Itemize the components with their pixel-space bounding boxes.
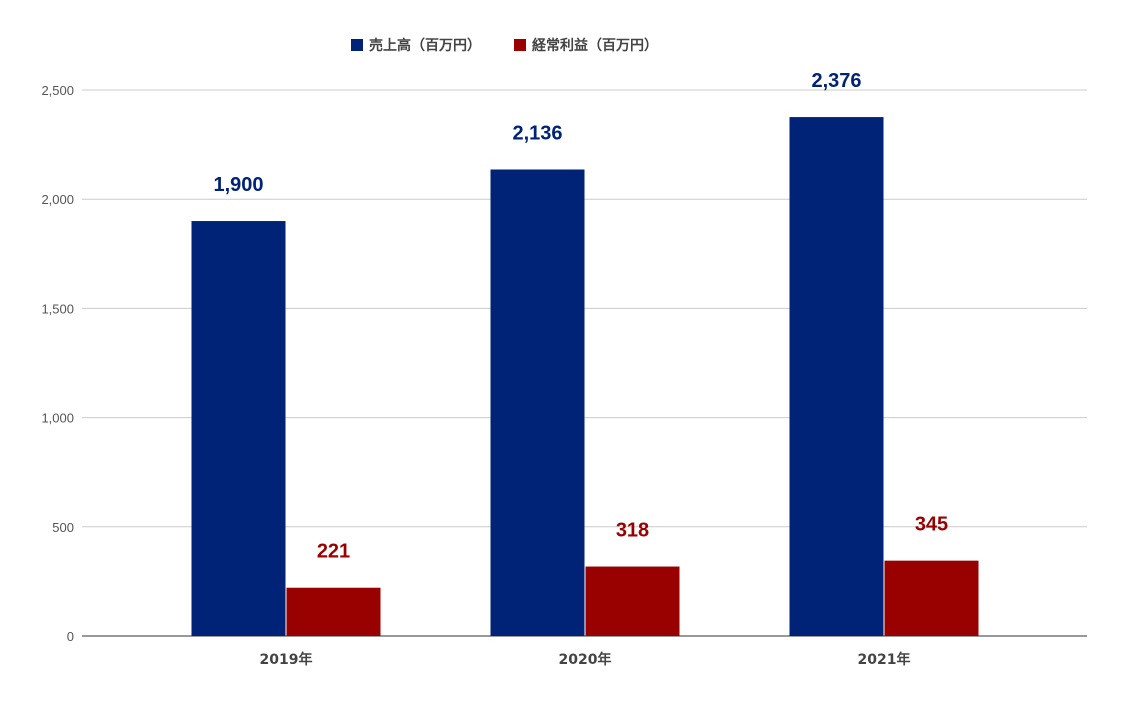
x-tick-label: 2021年 <box>858 651 911 668</box>
legend-label: 経常利益（百万円） <box>532 37 658 54</box>
legend-item[interactable]: 売上高（百万円） <box>351 37 481 54</box>
legend-swatch <box>351 39 363 51</box>
y-tick-label: 500 <box>52 520 74 535</box>
y-tick-label: 2,500 <box>41 83 74 98</box>
data-label: 318 <box>616 520 649 542</box>
data-label: 1,900 <box>213 174 263 196</box>
bar-ordinary-profit <box>884 560 979 636</box>
x-tick-label: 2019年 <box>260 651 313 668</box>
data-labels: 1,900 221 2,136 318 2,376 345 <box>213 70 948 563</box>
data-label: 345 <box>915 514 948 536</box>
bars <box>191 117 979 637</box>
data-label: 2,376 <box>811 70 861 92</box>
bar-ordinary-profit <box>585 566 680 636</box>
bar-sales <box>789 117 884 636</box>
y-tick-label: 2,000 <box>41 192 74 207</box>
bar-sales <box>191 221 286 637</box>
data-label: 2,136 <box>512 122 562 144</box>
legend-item[interactable]: 経常利益（百万円） <box>514 37 658 54</box>
x-tick-label: 2020年 <box>559 651 612 668</box>
data-label: 221 <box>317 541 350 563</box>
legend-swatch <box>514 39 526 51</box>
y-axis-ticks: 0 500 1,000 1,500 2,000 2,500 <box>41 83 74 644</box>
legend[interactable]: 売上高（百万円） 経常利益（百万円） <box>351 37 658 54</box>
legend-label: 売上高（百万円） <box>369 37 481 54</box>
y-tick-label: 1,500 <box>41 301 74 316</box>
bar-ordinary-profit <box>286 587 381 636</box>
bar-sales <box>490 169 585 636</box>
x-axis-ticks: 2019年 2020年 2021年 <box>260 651 911 668</box>
y-tick-label: 0 <box>67 629 74 644</box>
y-tick-label: 1,000 <box>41 411 74 426</box>
